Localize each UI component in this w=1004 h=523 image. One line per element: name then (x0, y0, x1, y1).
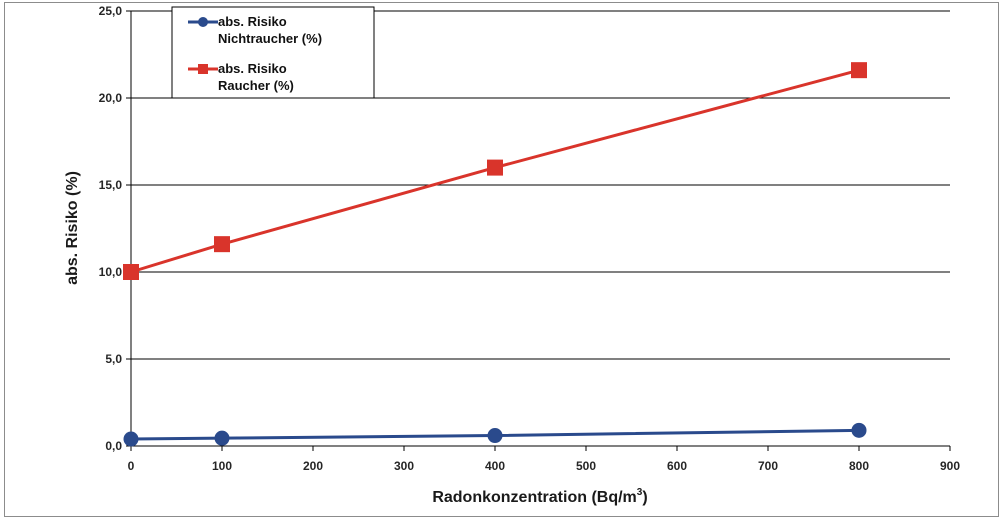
data-point-square (214, 236, 230, 253)
x-tick-label: 200 (303, 459, 323, 473)
x-tick-label: 300 (394, 459, 414, 473)
legend-swatch-marker-nichtraucher (198, 17, 208, 27)
legend-label-raucher-line2: Raucher (%) (218, 78, 294, 93)
x-tick-label: 800 (849, 459, 869, 473)
y-axis-ticks: 0,0 5,0 10,0 15,0 20,0 25,0 (99, 4, 131, 453)
axes (130, 11, 950, 447)
y-tick-label: 5,0 (105, 352, 122, 366)
x-tick-label: 100 (212, 459, 232, 473)
data-point-circle (487, 428, 503, 444)
data-point-circle (851, 422, 867, 438)
data-point-circle (214, 430, 230, 446)
x-axis-title-main: Radonkonzentration (Bq/m (432, 489, 636, 506)
series-group (123, 62, 867, 447)
data-point-square (487, 159, 503, 176)
y-tick-label: 25,0 (99, 4, 123, 18)
x-axis-ticks: 0 100 200 300 400 500 600 700 800 900 (128, 446, 960, 473)
data-point-square (851, 62, 867, 79)
y-tick-label: 15,0 (99, 178, 123, 192)
series-line-1 (130, 68, 860, 274)
x-tick-label: 400 (485, 459, 505, 473)
x-axis-title-end: ) (642, 489, 647, 506)
legend-swatch-marker-raucher (198, 64, 208, 74)
legend-label-nichtraucher-line2: Nichtraucher (%) (218, 31, 322, 46)
x-tick-label: 600 (667, 459, 687, 473)
y-tick-label: 10,0 (99, 265, 123, 279)
data-point-circle (123, 431, 139, 447)
x-tick-label: 700 (758, 459, 778, 473)
legend: abs. Risiko Nichtraucher (%) abs. Risiko… (171, 6, 375, 99)
y-tick-label: 20,0 (99, 91, 123, 105)
x-tick-label: 500 (576, 459, 596, 473)
data-point-square (123, 264, 139, 280)
x-tick-label: 900 (940, 459, 960, 473)
y-axis-title: abs. Risiko (%) (64, 171, 81, 285)
x-tick-label: 0 (128, 459, 135, 473)
x-axis-title-superscript: 3 (637, 487, 643, 498)
legend-label-nichtraucher-line1: abs. Risiko (218, 14, 287, 29)
legend-label-raucher-line1: abs. Risiko (218, 61, 287, 76)
y-tick-label: 0,0 (105, 439, 122, 453)
series-line-0 (130, 428, 860, 441)
x-axis-title: Radonkonzentration (Bq/m3) (432, 487, 647, 506)
